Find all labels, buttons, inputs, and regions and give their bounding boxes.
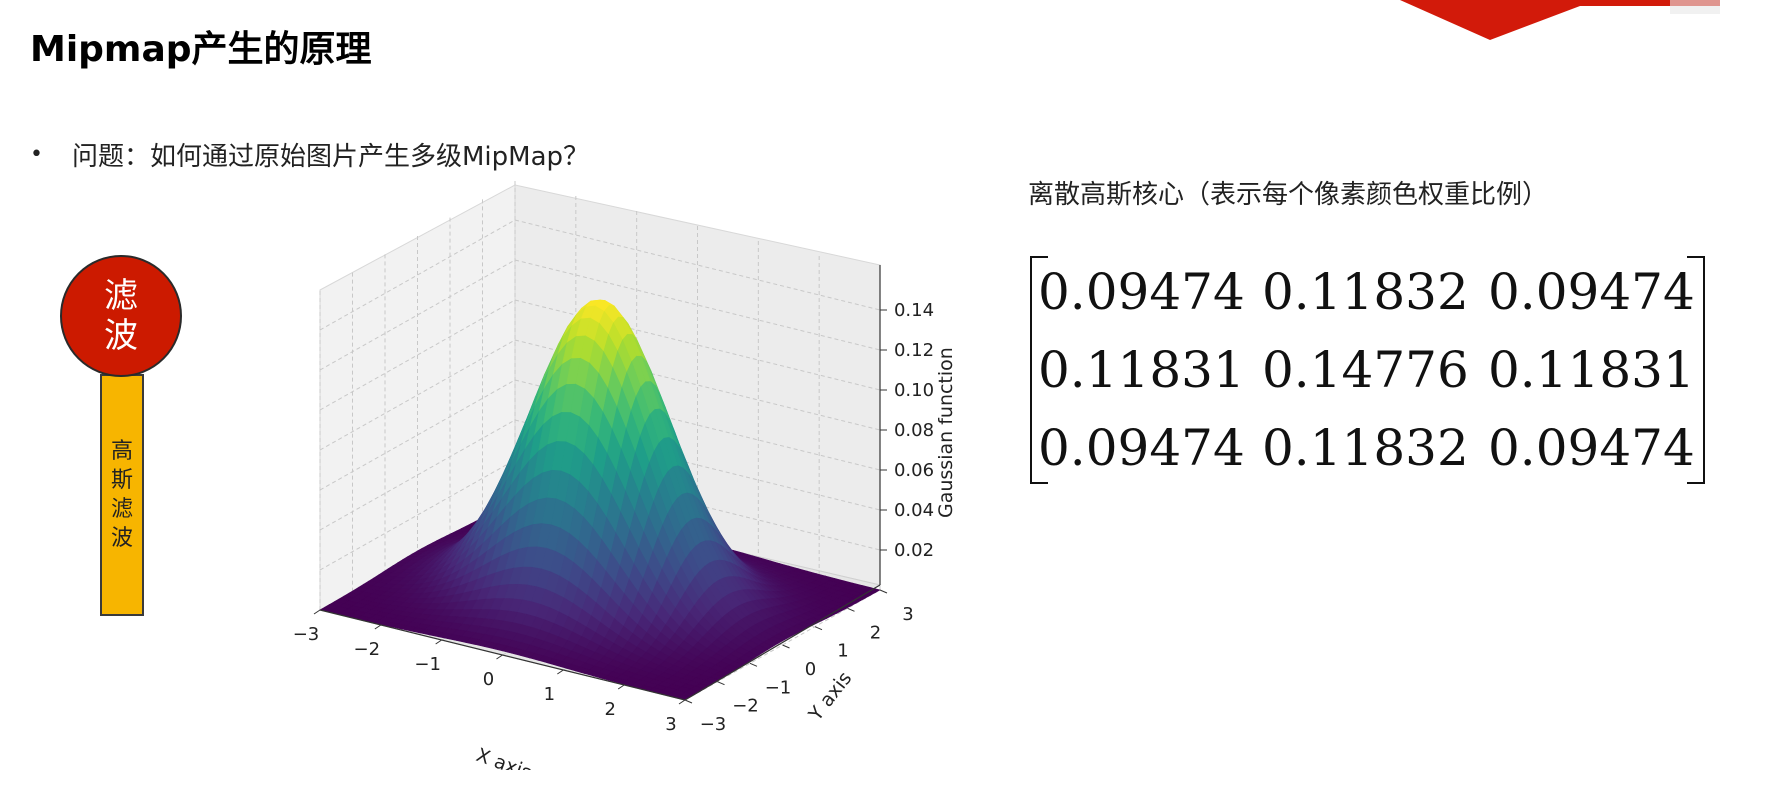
kernel-title: 离散高斯核心（表示每个像素颜色权重比例） xyxy=(1028,180,1549,210)
x-tick-label: −2 xyxy=(354,639,381,660)
x-tick-label: 0 xyxy=(483,669,494,690)
tick-mark xyxy=(617,684,625,690)
matrix-cell-r3c3: 0.09474 xyxy=(1488,419,1695,477)
matrix-cell-r1c2: 0.11832 xyxy=(1262,263,1469,321)
filter-circle-char-2: 波 xyxy=(104,316,138,356)
tick-mark xyxy=(496,654,503,660)
x-axis-ticks: −3 −2 −1 0 1 2 3 xyxy=(293,609,686,735)
z-tick-label: 0.08 xyxy=(894,420,934,441)
gaussian-surface xyxy=(319,299,881,701)
tick-mark xyxy=(814,626,823,631)
bullet-text: 问题：如何通过原始图片产生多级MipMap？ xyxy=(72,142,590,172)
tick-mark xyxy=(557,669,564,675)
z-tick-label: 0.14 xyxy=(894,300,934,321)
matrix-cell-r2c2: 0.14776 xyxy=(1262,341,1469,399)
gridline xyxy=(319,339,516,451)
matrix-cell-r2c3: 0.11831 xyxy=(1488,341,1695,399)
slide-title: Mipmap产生的原理 xyxy=(30,29,372,70)
tick-mark xyxy=(374,624,382,630)
gridline xyxy=(319,419,516,531)
matrix-right-bracket xyxy=(1687,256,1705,484)
x-tick-label: 1 xyxy=(544,684,555,705)
z-tick-label: 0.04 xyxy=(894,500,934,521)
z-tick-label: 0.10 xyxy=(894,380,934,401)
gridline xyxy=(319,259,516,371)
y-tick-label: 1 xyxy=(837,641,848,662)
gridline xyxy=(319,459,516,571)
matrix-cell-r2c1: 0.11831 xyxy=(1038,341,1245,399)
tick-mark xyxy=(717,681,725,686)
bullet-question: • 问题：如何通过原始图片产生多级MipMap？ xyxy=(30,136,589,173)
tick-mark xyxy=(678,699,686,705)
x-tick-label: −1 xyxy=(414,654,441,675)
matrix-cell-r3c1: 0.09474 xyxy=(1038,419,1245,477)
filter-circle-char-1: 滤 xyxy=(104,276,138,316)
matrix-cell-r1c3: 0.09474 xyxy=(1488,263,1695,321)
matrix-cell-r1c1: 0.09474 xyxy=(1038,263,1245,321)
y-tick-label: 0 xyxy=(805,659,816,680)
y-axis-line xyxy=(684,584,881,701)
tick-mark xyxy=(684,699,693,704)
bar-char: 波 xyxy=(110,526,133,551)
tick-mark xyxy=(749,662,758,667)
z-tick-label: 0.02 xyxy=(894,540,934,561)
x-tick-label: −3 xyxy=(293,624,320,645)
y-tick-label: 3 xyxy=(902,604,913,625)
x-tick-label: 3 xyxy=(665,714,676,735)
tick-mark xyxy=(313,609,321,615)
bar-char: 滤 xyxy=(110,497,133,522)
tick-mark xyxy=(879,589,888,594)
tick-mark xyxy=(435,639,442,645)
filter-circle-badge: 滤 波 xyxy=(60,255,182,377)
z-tick-label: 0.12 xyxy=(894,340,934,361)
tick-mark xyxy=(847,607,855,612)
gridline xyxy=(319,379,516,491)
z-axis-ticks: 0.02 0.04 0.06 0.08 0.10 0.12 0.14 xyxy=(880,300,934,561)
y-tick-label: −3 xyxy=(700,714,727,735)
y-tick-label: −2 xyxy=(732,696,759,717)
gaussian-kernel-matrix: 0.09474 0.11832 0.09474 0.11831 0.14776 … xyxy=(1030,252,1705,486)
y-axis-ticks: −3−2 −1 01 23 xyxy=(684,589,914,735)
bar-char: 高 xyxy=(110,439,133,464)
gaussian-filter-bar: 高 斯 滤 波 xyxy=(100,374,144,616)
matrix-left-bracket xyxy=(1030,256,1048,484)
tick-mark xyxy=(782,644,790,649)
x-axis-label: X axis xyxy=(473,744,534,770)
matrix-cell-r3c2: 0.11832 xyxy=(1262,419,1469,477)
gridline xyxy=(319,299,516,411)
y-tick-label: 2 xyxy=(870,622,881,643)
bullet-marker: • xyxy=(30,142,43,167)
gridline xyxy=(319,219,516,331)
bar-char: 斯 xyxy=(110,468,133,493)
z-axis-label: Gaussian function xyxy=(935,347,957,518)
red-banner-decoration xyxy=(1400,0,1720,40)
x-tick-label: 2 xyxy=(604,699,615,720)
z-tick-label: 0.06 xyxy=(894,460,934,481)
y-tick-label: −1 xyxy=(765,677,792,698)
